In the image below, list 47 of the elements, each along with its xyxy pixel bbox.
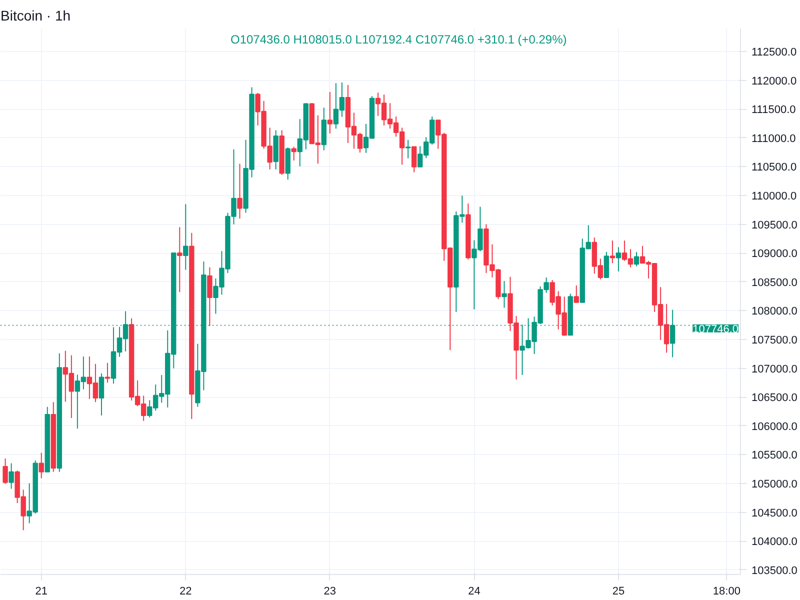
- candlestick: [98, 372, 104, 416]
- candlestick: [616, 246, 622, 272]
- x-tick-label: 25: [612, 586, 625, 598]
- y-tick-label: 109000.0: [752, 248, 798, 260]
- candlestick: [237, 163, 242, 220]
- y-tick-label: 112000.0: [752, 75, 797, 88]
- x-tick-label: 24: [468, 586, 480, 598]
- y-tick-label: 106500.0: [752, 392, 798, 404]
- y-tick-label: 106000.0: [752, 420, 798, 433]
- candlestick: [2, 458, 8, 484]
- y-tick-label: 108500.0: [752, 276, 798, 289]
- y-tick-label: 103500.0: [752, 564, 798, 577]
- x-tick-label: 21: [35, 586, 48, 598]
- candlestick: [183, 204, 188, 270]
- candlestick: [411, 146, 417, 173]
- x-tick-label: 23: [324, 586, 336, 598]
- y-tick-label: 104500.0: [752, 507, 798, 520]
- candlestick: [604, 251, 610, 278]
- y-tick-label: 104000.0: [752, 536, 798, 548]
- y-tick-label: 108000.0: [752, 306, 798, 318]
- candlestick: [207, 266, 212, 326]
- x-tick-label: 18:00: [712, 586, 740, 598]
- y-tick-label: 105500.0: [752, 450, 798, 462]
- candlestick: [327, 92, 333, 134]
- y-tick-label: 107000.0: [752, 363, 798, 376]
- candlestick: [634, 251, 640, 267]
- y-tick-label: 111500.0: [752, 104, 796, 116]
- y-tick-label: 107500.0: [752, 334, 798, 347]
- y-tick-label: 112500.0: [752, 46, 797, 59]
- candlestick: [574, 284, 579, 303]
- x-tick-label: 22: [180, 586, 192, 598]
- candlestick: [38, 452, 44, 479]
- y-tick-label: 109500.0: [752, 219, 798, 232]
- ref-line-label: 107746.0: [692, 323, 739, 336]
- y-tick-label: 105000.0: [752, 478, 798, 490]
- candlestick: [502, 280, 507, 308]
- chart-title: Bitcoin · 1h: [0, 8, 71, 24]
- candlestick: [610, 240, 616, 264]
- y-tick-label: 110000.0: [752, 190, 797, 203]
- annotation: O107436.0 H108015.0 L107192.4 C107746.0 +310.1 (+0.29%): [230, 32, 567, 46]
- y-tick-label: 110500.0: [752, 162, 797, 174]
- candlestick: [291, 146, 296, 162]
- candlestick: [177, 226, 182, 293]
- candlestick: [405, 139, 411, 159]
- candlestick: [104, 362, 110, 384]
- candlestick: [8, 462, 14, 490]
- y-tick-label: 111000.0: [752, 132, 796, 145]
